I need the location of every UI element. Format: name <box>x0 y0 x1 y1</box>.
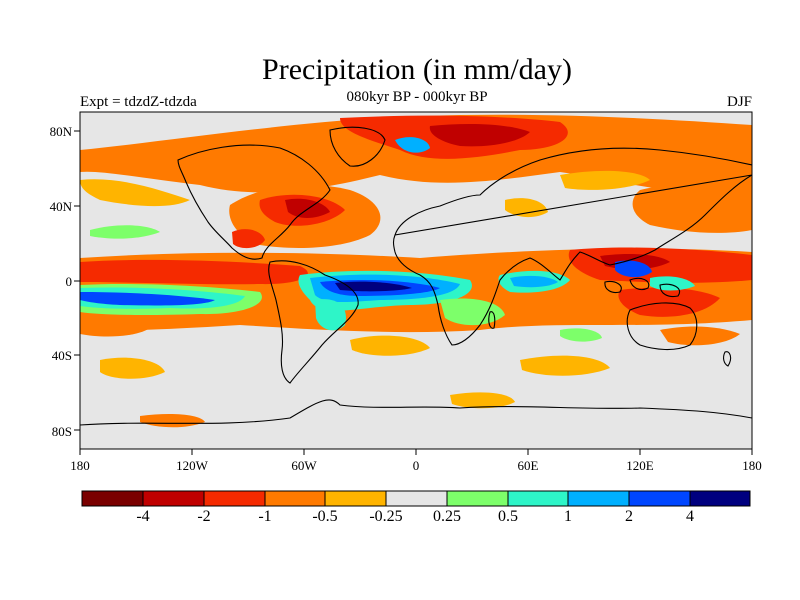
colorbar-label: -0.5 <box>312 508 338 525</box>
axis-ticks <box>74 130 753 455</box>
anomaly-mideast-yellow <box>505 198 548 218</box>
colorbar-label: -0.25 <box>369 508 403 525</box>
anomaly-sh-yellow-4 <box>450 392 515 409</box>
anomaly-io-blue <box>510 275 558 288</box>
coast-madagascar <box>488 311 496 329</box>
coastlines <box>80 126 752 426</box>
colorbar-box <box>629 491 690 506</box>
lon-label-120e: 120E <box>626 458 654 473</box>
coast-maritime-continent <box>604 277 680 298</box>
anomaly-natl-darkred <box>285 198 330 218</box>
experiment-label: Expt = tdzdZ-tdzda <box>80 94 197 110</box>
anomaly-sh-green <box>560 328 602 342</box>
plot-title: Precipitation (in mm/day) <box>262 53 572 86</box>
coast-north-america <box>177 144 331 260</box>
plot-subtitle: 080kyr BP - 000kyr BP <box>346 89 488 105</box>
coast-new-zealand <box>723 351 732 367</box>
anomaly-sh-orange-3 <box>140 414 205 428</box>
anomaly-npac-green <box>90 225 160 239</box>
lat-label-40s: 40S <box>51 348 72 363</box>
colorbar-box <box>690 491 750 506</box>
anomaly-arctic-darkred <box>429 124 530 147</box>
colorbar-label: -1 <box>258 508 272 525</box>
colorbar-box <box>143 491 204 506</box>
anomaly-sh-yellow-2 <box>350 335 430 356</box>
lat-label-40n: 40N <box>49 199 72 214</box>
anomaly-maritime-red <box>618 287 720 317</box>
anomaly-sa-cyan <box>315 299 346 331</box>
lat-label-equator: 0 <box>65 274 73 289</box>
colorbar-label: -4 <box>136 508 150 525</box>
colorbar-label: 1 <box>564 508 572 525</box>
colorbar-box <box>204 491 265 506</box>
anomaly-sh-orange-1 <box>80 315 150 337</box>
lon-label-60e: 60E <box>517 458 539 473</box>
colorbar-box <box>568 491 629 506</box>
lon-label-120w: 120W <box>176 458 208 473</box>
anomaly-wpac-cyan <box>650 276 695 291</box>
colorbar <box>81 490 751 507</box>
anomaly-pac-blue <box>80 292 215 306</box>
lat-label-80s: 80S <box>51 424 72 439</box>
precip-anomaly-field <box>80 114 752 428</box>
lon-label-180w: 180 <box>70 458 90 473</box>
colorbar-label: 4 <box>686 508 694 525</box>
anomaly-easia-orange <box>632 183 752 233</box>
coast-antarctica <box>80 399 752 426</box>
anomaly-arctic-yellow <box>80 179 190 207</box>
colorbar-label: 0.5 <box>498 508 518 525</box>
lon-label-60w: 60W <box>291 458 317 473</box>
anomaly-arctic-blue <box>395 137 430 153</box>
coast-australia <box>626 302 698 351</box>
lat-label-80n: 80N <box>49 124 72 139</box>
colorbar-box <box>325 491 386 506</box>
anomaly-sh-orange-2 <box>660 326 740 346</box>
anomaly-sh-yellow-1 <box>100 357 165 379</box>
lon-label-180e: 180 <box>742 458 762 473</box>
anomaly-sh-yellow-3 <box>520 355 610 376</box>
colorbar-box <box>265 491 325 506</box>
anomaly-tropics-red-wpac <box>80 259 308 285</box>
colorbar-label: 0.25 <box>433 508 461 525</box>
colorbar-box <box>82 491 143 506</box>
colorbar-box <box>508 491 568 506</box>
coast-greenland <box>329 126 386 167</box>
coast-africa-eurasia <box>392 147 752 346</box>
coast-south-america <box>268 260 359 384</box>
colorbar-box <box>386 491 447 506</box>
lon-label-0: 0 <box>412 458 420 473</box>
anomaly-easia-yellow <box>560 170 650 190</box>
season-label: DJF <box>726 94 752 110</box>
anomaly-wpac-blue <box>615 260 652 278</box>
anomaly-atl-navy <box>335 281 412 292</box>
colorbar-label: 2 <box>625 508 633 525</box>
colorbar-label: -2 <box>197 508 211 525</box>
anomaly-gulf-red <box>232 229 265 249</box>
colorbar-box <box>447 491 508 506</box>
